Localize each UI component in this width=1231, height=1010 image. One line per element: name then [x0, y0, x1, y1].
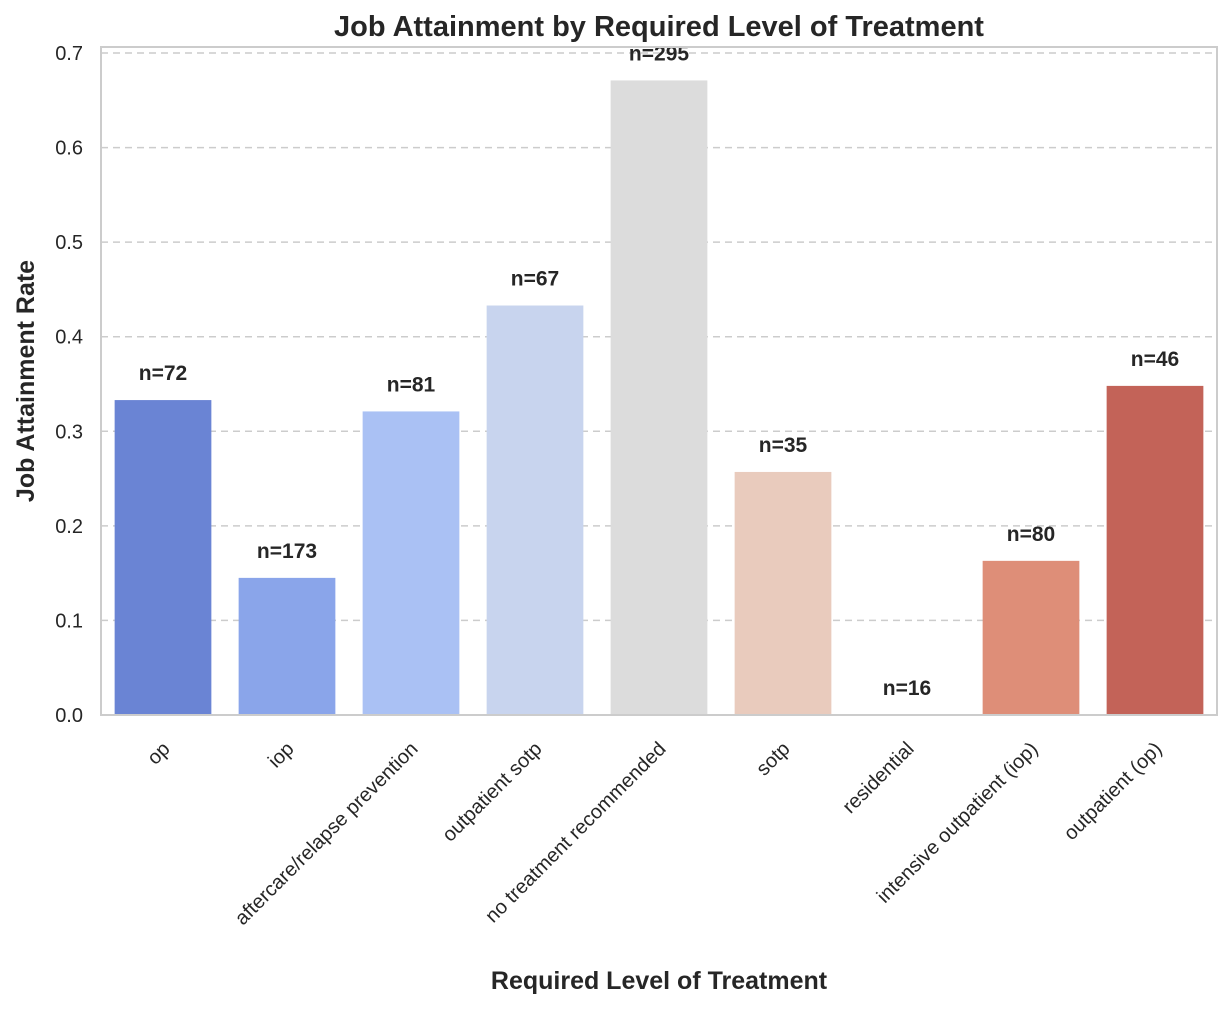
bar [362, 411, 460, 715]
bars [114, 80, 1204, 715]
bar [734, 471, 832, 715]
x-tick-label: sotp [752, 738, 794, 780]
y-tick-label: 0.0 [55, 705, 83, 727]
y-axis-label: Job Attainment Rate [12, 260, 40, 502]
bar [238, 577, 336, 715]
bar-data-label: n=80 [1007, 523, 1055, 546]
y-tick-label: 0.4 [55, 327, 83, 349]
y-tick-label: 0.3 [55, 421, 83, 443]
bar-data-label: n=67 [511, 268, 559, 291]
x-tick-label: outpatient (op) [1060, 738, 1167, 845]
x-tick-label: residential [839, 738, 919, 818]
x-tick-label: outpatient sotp [438, 738, 546, 846]
y-tick-label: 0.2 [55, 516, 83, 538]
y-tick-label: 0.6 [55, 138, 83, 160]
bar-data-label: n=46 [1131, 348, 1179, 371]
bar-data-label: n=72 [139, 362, 187, 385]
y-tick-label: 0.5 [55, 232, 83, 254]
bar-data-label: n=295 [629, 42, 689, 65]
x-axis-label: Required Level of Treatment [491, 967, 828, 995]
x-tick-label: op [143, 738, 174, 769]
y-axis-ticks: 0.0 0.1 0.2 0.3 0.4 0.5 0.6 0.7 [55, 43, 83, 727]
bar [610, 80, 708, 715]
bar [982, 560, 1080, 715]
bar [486, 305, 584, 715]
y-tick-label: 0.7 [55, 43, 83, 65]
y-tick-label: 0.1 [55, 610, 83, 632]
bar [114, 400, 212, 715]
bar-data-label: n=35 [759, 434, 808, 457]
bar-labels: n=72 n=173 n=81 n=67 n=295 n=35 n=16 n=80 n=46 [139, 42, 1179, 700]
bar-data-label: n=173 [257, 540, 317, 563]
bar [1106, 385, 1204, 715]
plot-frame [100, 46, 1218, 716]
chart-title: Job Attainment by Required Level of Trea… [334, 11, 984, 43]
bar-data-label: n=16 [883, 677, 931, 700]
x-tick-label: iop [264, 738, 298, 772]
bar-data-label: n=81 [387, 373, 436, 396]
x-tick-label: aftercare/relapse prevention [231, 738, 423, 930]
